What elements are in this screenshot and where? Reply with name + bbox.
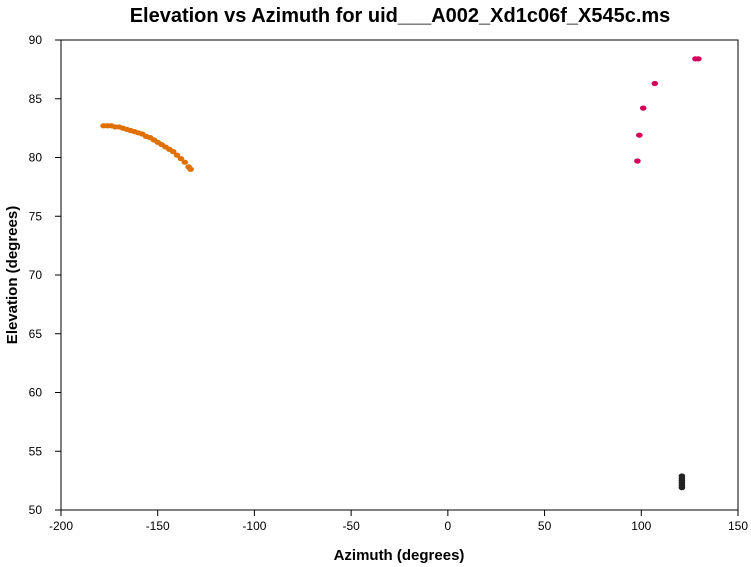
x-axis-label: Azimuth (degrees) (334, 547, 465, 564)
scatter-point (678, 485, 686, 491)
scatter-point (187, 166, 194, 172)
x-tick-label: -200 (49, 519, 73, 533)
chart-title: Elevation vs Azimuth for uid___A002_Xd1c… (130, 5, 671, 27)
scatter-point (636, 132, 643, 138)
x-tick-label: -100 (242, 519, 266, 533)
x-tick-label: 150 (728, 519, 748, 533)
x-tick-label: -150 (146, 519, 170, 533)
x-tick-label: 0 (445, 519, 452, 533)
scatter-point (634, 158, 641, 164)
scatter-point (181, 159, 189, 165)
y-axis-label: Elevation (degrees) (4, 206, 21, 344)
scatter-point (651, 80, 659, 87)
data-points (100, 56, 702, 491)
y-tick-label: 65 (29, 327, 43, 341)
y-tick-label: 70 (29, 268, 43, 282)
y-tick-label: 80 (29, 151, 43, 165)
scatter-point (169, 149, 177, 155)
x-tick-label: -50 (342, 519, 360, 533)
scatter-point (695, 56, 702, 62)
y-tick-label: 90 (29, 33, 43, 47)
scatter-point (177, 156, 185, 162)
plot-frame (60, 39, 739, 511)
scatter-point (639, 105, 647, 111)
axis-ticks: -200 -150 -100 -50 0 50 100 150 50 55 60 65 70 75 80 85… (29, 33, 749, 533)
y-tick-label: 50 (29, 503, 43, 517)
x-tick-label: 100 (631, 519, 651, 533)
y-tick-label: 85 (29, 92, 43, 106)
y-tick-label: 60 (29, 386, 43, 400)
scatter-point (173, 152, 181, 158)
y-tick-label: 55 (29, 444, 43, 458)
x-tick-label: 50 (538, 519, 552, 533)
y-tick-label: 75 (29, 209, 43, 223)
